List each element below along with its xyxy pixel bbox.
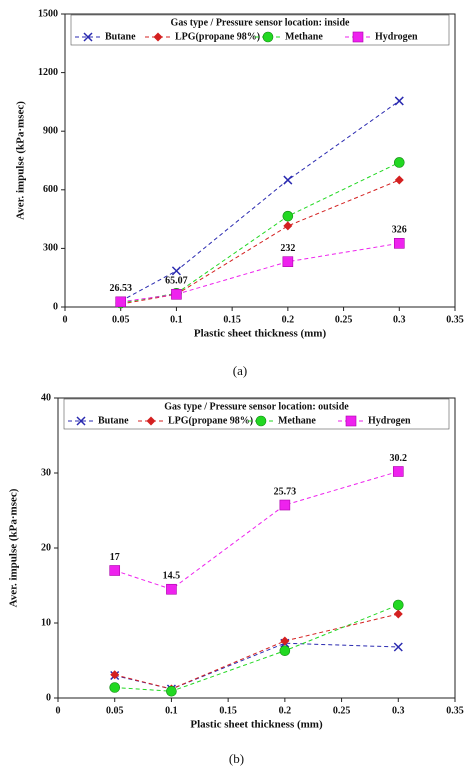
x-axis-label: Plastic sheet thickness (mm) — [194, 328, 327, 340]
legend-marker — [83, 32, 93, 42]
marker — [171, 266, 181, 276]
legend-label: Hydrogen — [368, 415, 411, 426]
y-axis-label: Aver. impulse (kPa·msec) — [15, 101, 27, 220]
x-tick-label: 0.05 — [106, 705, 124, 716]
marker — [393, 642, 403, 652]
legend-label: Hydrogen — [375, 31, 418, 42]
legend-title: Gas type / Pressure sensor location: ins… — [171, 17, 350, 28]
marker — [392, 466, 404, 477]
x-tick-label: 0 — [56, 705, 61, 716]
marker — [393, 609, 403, 619]
series-line — [114, 471, 399, 590]
y-tick-label: 600 — [43, 184, 58, 195]
y-tick-label: 1200 — [38, 67, 58, 78]
marker — [115, 296, 127, 308]
legend-marker — [153, 32, 163, 42]
data-label: 232 — [280, 243, 295, 254]
x-tick-label: 0.2 — [282, 314, 295, 325]
data-label: 25.73 — [274, 486, 297, 497]
legend-marker — [255, 415, 267, 427]
data-label: 30.2 — [390, 453, 408, 464]
marker — [282, 210, 294, 222]
legend-label: Butane — [105, 31, 136, 42]
marker — [394, 175, 404, 185]
marker — [166, 583, 177, 595]
y-tick-label: 900 — [43, 125, 58, 136]
legend-marker — [76, 416, 86, 426]
legend-box — [63, 398, 450, 430]
data-label: 14.5 — [163, 571, 181, 582]
x-tick-label: 0.1 — [165, 705, 178, 716]
series-line — [114, 613, 399, 690]
marker — [283, 221, 293, 231]
x-tick-label: 0.35 — [446, 314, 464, 325]
x-tick-label: 0.35 — [446, 705, 464, 716]
caption: (a) — [233, 363, 247, 378]
marker — [394, 96, 404, 106]
legend-label: Methane — [278, 415, 316, 426]
data-label: 326 — [392, 225, 407, 236]
x-tick-label: 0 — [63, 314, 68, 325]
series-line — [114, 642, 399, 690]
legend-title: Gas type / Pressure sensor location: out… — [164, 401, 349, 412]
x-tick-label: 0.25 — [335, 314, 353, 325]
x-tick-label: 0.25 — [333, 705, 351, 716]
legend-label: Butane — [98, 415, 129, 426]
marker — [109, 565, 121, 576]
series-line — [114, 604, 399, 692]
series-line — [120, 162, 400, 304]
legend-label: LPG(propane 98%) — [175, 31, 260, 42]
marker — [280, 636, 290, 646]
legend-label: Methane — [285, 31, 323, 42]
legend-box — [70, 14, 450, 46]
marker — [393, 238, 405, 249]
y-tick-label: 20 — [41, 542, 51, 553]
plot-frame — [64, 13, 456, 308]
legend-marker — [146, 416, 156, 426]
x-tick-label: 0.15 — [219, 705, 237, 716]
y-tick-label: 0 — [46, 692, 51, 703]
marker — [392, 599, 404, 611]
legend-marker — [262, 31, 274, 43]
x-tick-label: 0.2 — [279, 705, 292, 716]
marker — [282, 256, 294, 267]
x-tick-label: 0.05 — [112, 314, 130, 325]
marker — [109, 682, 121, 693]
marker — [279, 645, 291, 657]
marker — [279, 499, 291, 511]
y-tick-label: 30 — [41, 467, 51, 478]
data-label: 65.07 — [165, 276, 188, 287]
x-tick-label: 0.3 — [392, 705, 405, 716]
legend-label: LPG(propane 98%) — [168, 415, 253, 426]
x-axis-label: Plastic sheet thickness (mm) — [190, 719, 323, 731]
series-line — [120, 100, 400, 302]
marker — [166, 685, 177, 697]
data-label: 17 — [110, 552, 120, 563]
y-tick-label: 10 — [41, 617, 51, 628]
y-tick-label: 300 — [43, 243, 58, 254]
y-tick-label: 0 — [53, 301, 58, 312]
series-line — [120, 242, 400, 303]
y-tick-label: 1500 — [38, 8, 58, 19]
marker — [283, 175, 293, 185]
x-tick-label: 0.15 — [223, 314, 241, 325]
x-tick-label: 0.3 — [393, 314, 406, 325]
y-tick-label: 40 — [41, 392, 51, 403]
series-line — [120, 179, 400, 305]
x-tick-label: 0.1 — [170, 314, 183, 325]
data-label: 26.53 — [109, 283, 132, 294]
marker — [171, 288, 182, 300]
caption: (b) — [229, 751, 244, 766]
marker — [393, 157, 405, 168]
y-axis-label: Aver. impulse (kPa·msec) — [8, 488, 20, 607]
legend-marker — [345, 415, 357, 427]
legend-marker — [352, 31, 364, 43]
marker — [110, 670, 120, 680]
